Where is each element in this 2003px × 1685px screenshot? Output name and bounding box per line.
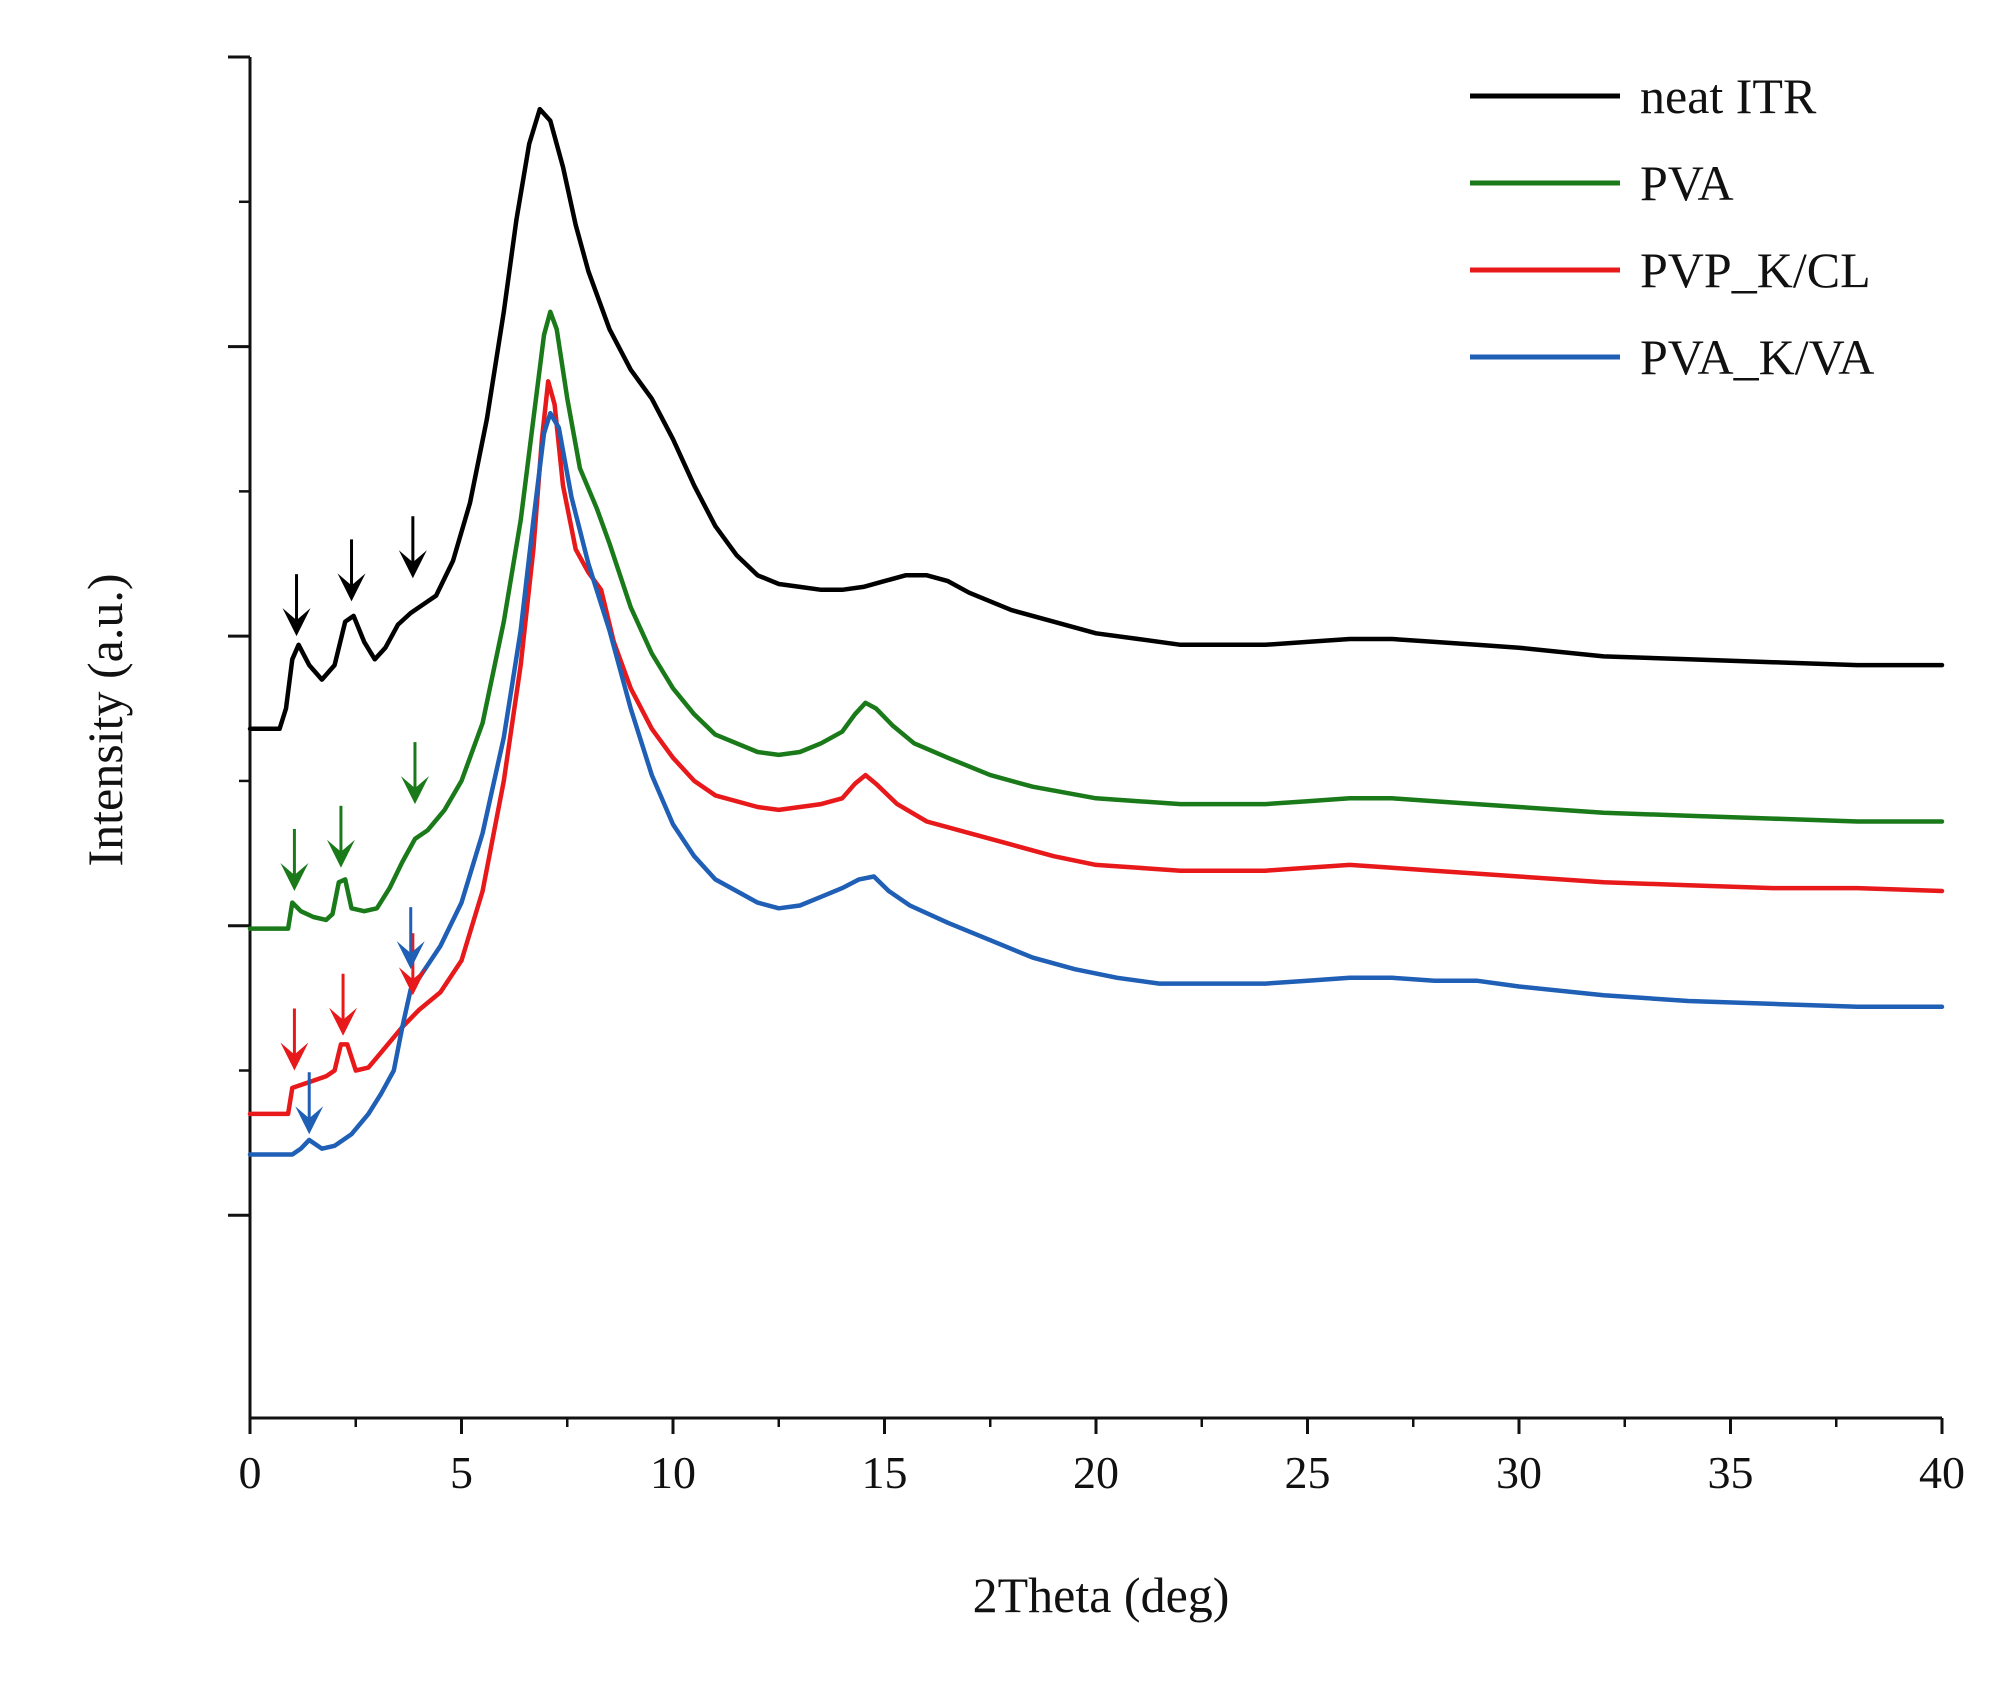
legend-label: PVA — [1640, 155, 1734, 211]
series-lines — [247, 106, 1945, 1157]
legend: neat ITR PVA PVP_K/CL PVA_K/VA — [1470, 68, 1874, 385]
legend-entry: neat ITR — [1470, 68, 1817, 124]
peak-arrow-head — [398, 967, 427, 996]
y-axis-title: Intensity (a.u.) — [77, 574, 133, 867]
peak-arrow — [329, 973, 358, 1036]
x-tick-label: 35 — [1708, 1447, 1754, 1498]
series-line-pva-k-va — [247, 410, 1945, 1157]
peak-arrow — [400, 742, 429, 805]
peak-arrow — [396, 907, 425, 970]
series-line-pvp-k-cl — [247, 379, 1945, 1117]
x-tick-label: 0 — [239, 1447, 262, 1498]
peak-arrow-head — [329, 1007, 358, 1036]
peak-arrow — [398, 516, 427, 579]
peak-arrow — [295, 1072, 324, 1135]
x-tick-label: 15 — [862, 1447, 908, 1498]
peak-arrow-head — [396, 941, 425, 970]
axes: 0 5 10 15 20 25 30 35 40 — [228, 55, 1965, 1498]
peak-arrow — [337, 539, 366, 602]
peak-arrow-head — [280, 1042, 309, 1071]
peak-arrow — [280, 828, 309, 891]
peak-arrow-head — [337, 573, 366, 602]
legend-label: neat ITR — [1640, 68, 1817, 124]
legend-label: PVA_K/VA — [1640, 329, 1874, 385]
legend-entry: PVP_K/CL — [1470, 242, 1871, 298]
legend-label: PVP_K/CL — [1640, 242, 1871, 298]
x-tick-label: 30 — [1496, 1447, 1542, 1498]
peak-arrows — [280, 516, 429, 1135]
peak-arrow-head — [326, 839, 355, 868]
peak-arrow — [326, 805, 355, 868]
x-tick-label: 20 — [1073, 1447, 1119, 1498]
peak-arrow — [280, 1008, 309, 1071]
peak-arrow — [282, 574, 311, 637]
peak-arrow-head — [400, 776, 429, 805]
peak-arrow-head — [280, 862, 309, 891]
legend-entry: PVA — [1470, 155, 1734, 211]
series-line-pva — [247, 309, 1945, 931]
x-tick-label: 5 — [450, 1447, 473, 1498]
peak-arrow-head — [295, 1106, 324, 1135]
legend-entry: PVA_K/VA — [1470, 329, 1874, 385]
x-tick-label: 10 — [650, 1447, 696, 1498]
peak-arrow-head — [282, 608, 311, 637]
peak-arrow-head — [398, 550, 427, 579]
x-tick-label: 25 — [1285, 1447, 1331, 1498]
x-tick-label: 40 — [1919, 1447, 1965, 1498]
x-axis-title: 2Theta (deg) — [973, 1567, 1230, 1623]
series-line-neat-itr — [247, 106, 1945, 732]
